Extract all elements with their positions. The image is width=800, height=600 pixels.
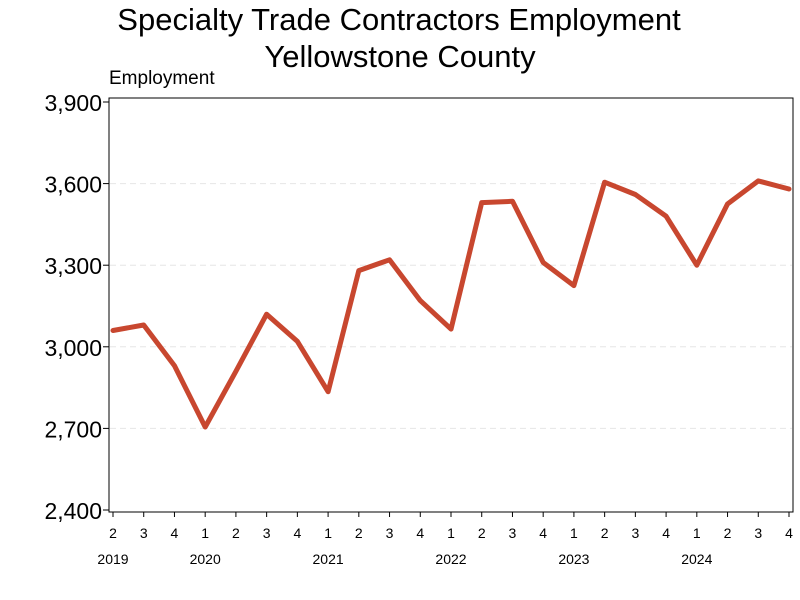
x-tick-label: 4: [293, 525, 301, 541]
x-year-label: 2019: [97, 551, 128, 567]
plot-frame: [108, 97, 794, 513]
x-tick-label: 3: [631, 525, 639, 541]
x-tick-label: 3: [386, 525, 394, 541]
x-tick-label: 1: [570, 525, 578, 541]
x-tick-label: 1: [693, 525, 701, 541]
x-tick-label: 1: [324, 525, 332, 541]
y-tick-label: 2,700: [44, 416, 102, 442]
x-tick-label: 1: [201, 525, 209, 541]
x-year-label: 2020: [190, 551, 221, 567]
x-tick-label: 3: [263, 525, 271, 541]
x-tick-label: 2: [601, 525, 609, 541]
x-year-label: 2023: [558, 551, 589, 567]
series-line: [110, 178, 792, 430]
x-tick-label: 4: [416, 525, 424, 541]
y-axis-label: Employment: [109, 68, 215, 89]
x-tick-label: 4: [662, 525, 670, 541]
x-tick-label: 3: [509, 525, 517, 541]
chart-title: Specialty Trade Contractors Employment: [117, 2, 681, 37]
chart-subtitle: Yellowstone County: [264, 39, 536, 74]
x-tick-label: 2: [232, 525, 240, 541]
x-tick-label: 2: [355, 525, 363, 541]
x-tick-label: 2: [724, 525, 732, 541]
x-year-label: 2021: [313, 551, 344, 567]
x-tick-label: 3: [140, 525, 148, 541]
x-year-label: 2022: [435, 551, 466, 567]
x-year-label: 2024: [681, 551, 712, 567]
y-tick-label: 2,400: [44, 498, 102, 524]
x-tick-label: 4: [785, 525, 793, 541]
x-tick-label: 3: [754, 525, 762, 541]
x-tick-label: 2: [109, 525, 117, 541]
y-tick-label: 3,000: [44, 335, 102, 361]
y-tick-label: 3,900: [44, 90, 102, 116]
x-tick-label: 1: [447, 525, 455, 541]
x-tick-label: 4: [539, 525, 547, 541]
x-tick-label: 2: [478, 525, 486, 541]
y-tick-label: 3,300: [44, 253, 102, 279]
x-tick-label: 4: [171, 525, 179, 541]
y-tick-label: 3,600: [44, 172, 102, 198]
